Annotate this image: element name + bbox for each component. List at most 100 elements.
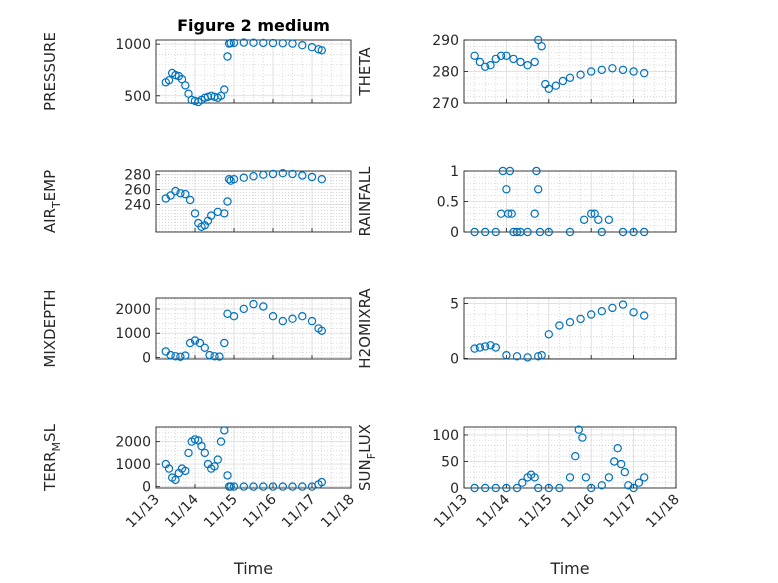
data-point <box>164 76 174 85</box>
data-point <box>629 308 638 317</box>
data-point <box>184 448 193 458</box>
data-point <box>496 51 506 61</box>
y-tick-label: 240 <box>124 197 151 213</box>
y-axis-label: RAINFALL <box>356 166 374 237</box>
data-point <box>558 76 568 86</box>
x-tick-label: 11/18 <box>318 492 358 532</box>
data-point <box>249 482 258 491</box>
y-tick-label: 1000 <box>115 457 151 473</box>
y-tick-label: 0.5 <box>437 195 459 211</box>
chart-title: Figure 2 medium <box>177 16 330 35</box>
data-point <box>565 318 575 327</box>
data-point <box>164 464 174 473</box>
panel-4: 0 0.5 1 RAINFALL <box>356 164 677 241</box>
x-axis-label: Time <box>549 559 589 578</box>
data-point <box>486 341 495 350</box>
y-tick-label: 100 <box>432 428 459 444</box>
data-point <box>181 189 190 199</box>
x-tick-label: 11/18 <box>643 492 683 532</box>
data-point <box>481 227 490 237</box>
y-tick-label: 270 <box>432 96 459 112</box>
data-point <box>470 483 479 493</box>
data-point <box>578 433 587 442</box>
data-point <box>259 482 268 491</box>
data-point <box>197 441 206 451</box>
data-point <box>532 166 541 176</box>
data-point <box>507 209 516 218</box>
data-point <box>176 189 185 198</box>
data-point <box>486 60 495 70</box>
data-point <box>229 482 239 491</box>
data-point <box>604 473 614 482</box>
data-point <box>587 310 596 319</box>
data-point <box>314 45 323 54</box>
data-point <box>629 483 638 493</box>
data-point <box>502 185 511 194</box>
data-point <box>268 482 278 491</box>
data-point <box>181 81 190 90</box>
data-point <box>512 227 522 237</box>
axes-box <box>463 297 677 360</box>
data-point <box>502 351 511 360</box>
data-point <box>534 185 543 194</box>
data-point <box>534 352 543 361</box>
data-point <box>206 211 216 220</box>
x-tick-label: 11/13 <box>431 492 471 532</box>
y-axis-label: AIRTEMP <box>41 170 63 233</box>
data-point <box>470 344 479 353</box>
data-point <box>618 300 628 309</box>
x-axis-label: Time <box>233 559 273 578</box>
data-point <box>190 209 200 218</box>
data-point <box>581 473 591 482</box>
data-point <box>317 326 326 335</box>
data-point <box>200 343 209 352</box>
data-point <box>268 312 278 321</box>
y-axis-label: PRESSURE <box>41 32 59 111</box>
data-point <box>470 51 479 61</box>
axes-box <box>155 297 352 360</box>
y-tick-label: 0 <box>142 480 151 496</box>
axes-box <box>463 426 677 489</box>
data-point <box>523 60 532 70</box>
data-point <box>239 173 248 182</box>
data-point <box>597 227 607 237</box>
data-point <box>200 448 209 458</box>
y-tick-label: 1000 <box>115 326 151 342</box>
data-point <box>177 74 187 84</box>
y-tick-label: 500 <box>124 89 151 105</box>
data-point <box>239 304 248 314</box>
data-point <box>640 227 649 237</box>
data-point <box>239 38 248 47</box>
x-tick-label: 11/17 <box>601 492 641 532</box>
y-tick-label: 260 <box>124 183 151 199</box>
data-point <box>190 336 200 345</box>
y-tick-label: 0 <box>450 481 459 497</box>
data-point <box>544 227 554 237</box>
data-point <box>597 481 607 490</box>
data-point <box>220 209 229 218</box>
x-tick-label: 11/14 <box>162 491 202 531</box>
data-point <box>618 65 628 75</box>
data-point <box>613 444 622 453</box>
data-point <box>229 174 239 184</box>
data-point <box>475 343 485 352</box>
data-point <box>597 307 607 316</box>
data-point <box>226 482 235 491</box>
data-point <box>481 483 490 493</box>
y-axis-label: TERRMSL <box>41 423 63 492</box>
data-point <box>475 57 485 67</box>
data-point <box>216 91 226 101</box>
data-point <box>171 352 180 361</box>
axes-box <box>155 39 352 104</box>
data-point <box>535 227 545 237</box>
data-point <box>516 57 525 67</box>
data-point <box>298 171 307 180</box>
x-tick-label: 11/14 <box>473 491 513 531</box>
data-point <box>537 351 546 360</box>
data-point <box>210 462 219 471</box>
data-point <box>555 483 564 493</box>
data-point <box>640 311 649 320</box>
y-tick-label: 0 <box>450 351 459 367</box>
data-point <box>504 209 513 218</box>
panel-8: 0 50 100 11/13 11/14 11/15 11/16 11/17 11/18 SUNF… <box>356 424 683 578</box>
